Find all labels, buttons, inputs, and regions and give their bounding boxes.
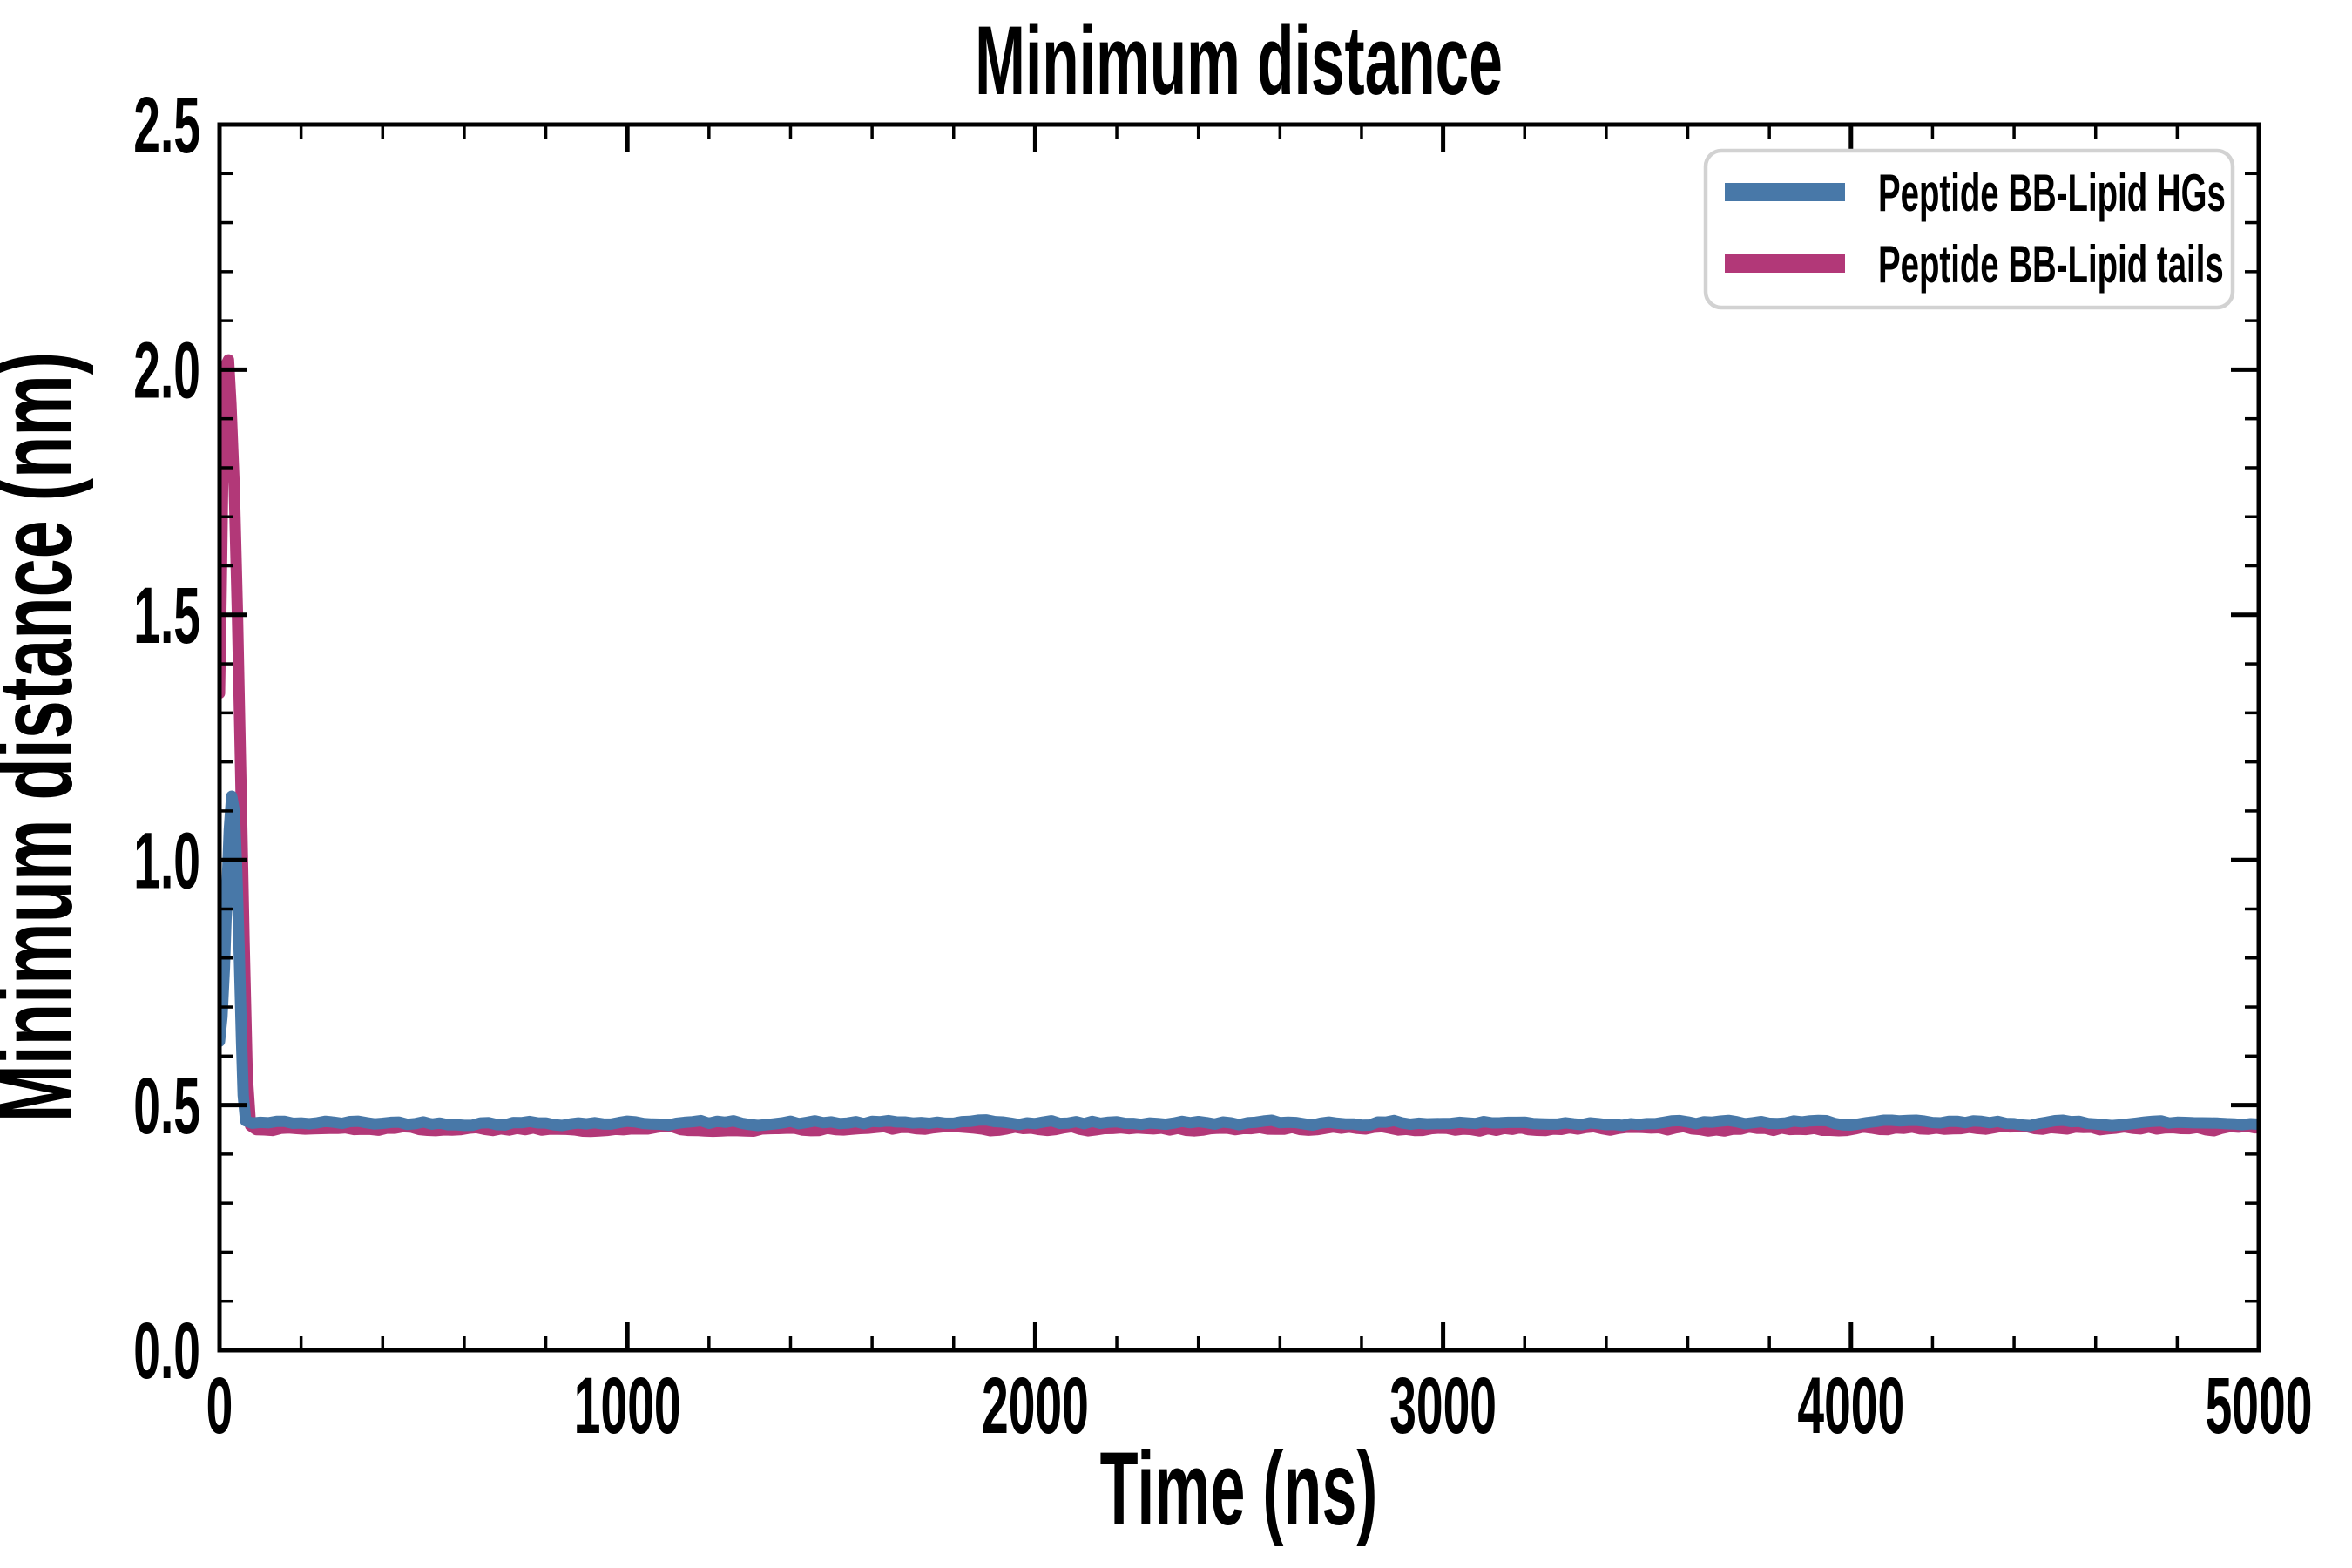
- x-tick-label-3000: 3000: [1389, 1362, 1497, 1451]
- y-tick-label-1.0: 1.0: [133, 816, 200, 906]
- legend-swatch-hgs: [1725, 183, 1845, 201]
- series-lines: [220, 354, 2259, 1138]
- y-axis-label: Minimum distance (nm): [0, 352, 94, 1122]
- y-tick-label-2.0: 2.0: [133, 326, 200, 416]
- legend-label-hgs: Peptide BB-Lipid HGs: [1878, 163, 2226, 222]
- legend-swatch-tails: [1725, 254, 1845, 273]
- y-tick-label-0.5: 0.5: [133, 1061, 200, 1151]
- legend-item-peptide-bb-lipid-hgs: Peptide BB-Lipid HGs: [1725, 163, 2226, 222]
- series-line-peptide-bb-lipid-hgs: [220, 790, 2259, 1132]
- y-tick-label-0.0: 0.0: [133, 1307, 200, 1396]
- x-tick-label-4000: 4000: [1797, 1362, 1904, 1451]
- axis-tick-labels: 0 1000 2000 3000 4000 5000 0.0 0.5 1.0 1.5 2.0 2.5: [133, 81, 2312, 1451]
- x-tick-label-5000: 5000: [2206, 1362, 2313, 1451]
- chart-title: Minimum distance: [975, 6, 1503, 115]
- x-tick-label-1000: 1000: [574, 1362, 681, 1451]
- legend-label-tails: Peptide BB-Lipid tails: [1878, 234, 2224, 294]
- legend: Peptide BB-Lipid HGs Peptide BB-Lipid ta…: [1703, 148, 2235, 310]
- x-tick-label-2000: 2000: [982, 1362, 1089, 1451]
- x-axis-label: Time (ns): [1100, 1429, 1378, 1547]
- y-tick-label-2.5: 2.5: [133, 81, 200, 171]
- axes-spines: [217, 122, 2261, 1353]
- axis-ticks: [217, 122, 2261, 1353]
- y-tick-label-1.5: 1.5: [133, 571, 200, 661]
- x-tick-label-0: 0: [206, 1362, 233, 1451]
- legend-item-peptide-bb-lipid-tails: Peptide BB-Lipid tails: [1725, 234, 2224, 294]
